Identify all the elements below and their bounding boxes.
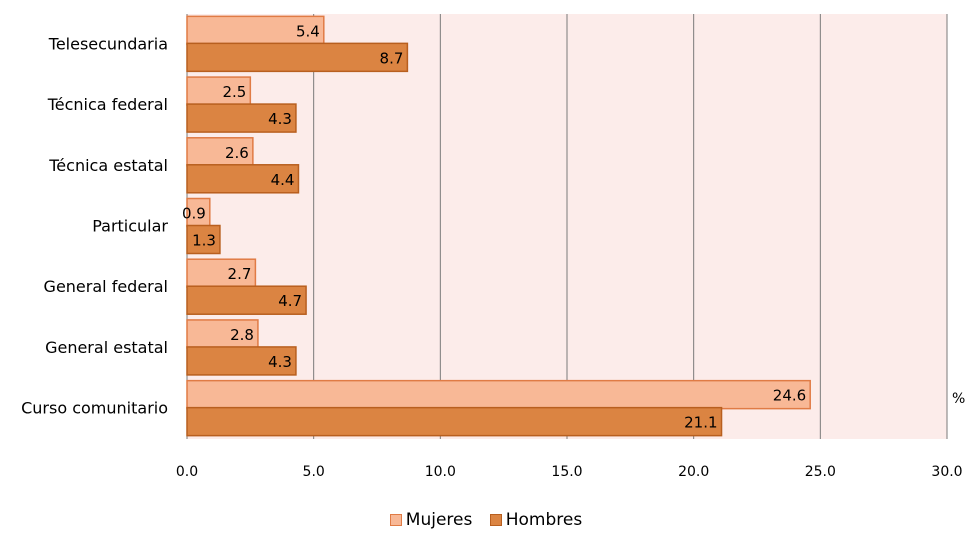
x-tick-label: 0.0 xyxy=(176,464,198,480)
bar-hombres xyxy=(186,42,409,73)
data-label-mujeres: 2.8 xyxy=(230,326,254,344)
data-label-mujeres: 24.6 xyxy=(773,387,806,405)
data-label-hombres: 4.4 xyxy=(271,171,295,189)
data-label-mujeres: 2.7 xyxy=(228,265,252,283)
data-label-hombres: 4.3 xyxy=(268,353,292,371)
data-label-hombres: 1.3 xyxy=(192,232,216,250)
data-label-hombres: 4.7 xyxy=(278,292,302,310)
category-label: General federal xyxy=(44,277,168,296)
x-tick-labels: 0.0 5.0 10.0 15.0 20.0 25.0 30.0 xyxy=(176,464,963,480)
x-tick-label: 5.0 xyxy=(303,464,325,480)
data-label-hombres: 4.3 xyxy=(268,110,292,128)
bar-hombres xyxy=(186,224,221,255)
bar-hombres xyxy=(186,346,297,376)
legend-item-hombres: Hombres xyxy=(489,510,583,530)
bar-mujeres xyxy=(186,15,325,46)
legend-label-hombres: Hombres xyxy=(505,510,583,530)
legend-item-mujeres: Mujeres xyxy=(389,510,473,530)
bar-mujeres xyxy=(186,137,254,167)
bar-mujeres xyxy=(186,258,257,288)
legend-swatch-mujeres xyxy=(389,514,402,526)
bar-mujeres xyxy=(186,379,811,410)
category-label: Particular xyxy=(92,217,168,236)
legend-label-mujeres: Mujeres xyxy=(405,510,473,530)
x-tick-label: 25.0 xyxy=(805,464,836,480)
x-tick-label: 30.0 xyxy=(931,464,962,480)
x-tick-label: 20.0 xyxy=(678,464,709,480)
category-label: Curso comunitario xyxy=(21,399,168,418)
bars: 5.4 8.7 2.5 4.3 2.6 4.4 0.9 1.3 2.7 4.7 2.8 4.3 24.6… xyxy=(182,15,811,437)
bar-hombres xyxy=(186,103,297,133)
bar-mujeres xyxy=(186,319,259,349)
data-label-mujeres: 2.5 xyxy=(222,83,246,101)
bar-hombres xyxy=(186,285,307,315)
unit-label: % xyxy=(952,391,965,407)
category-label: General estatal xyxy=(45,338,168,357)
x-tick-label: 10.0 xyxy=(425,464,456,480)
legend-swatch-hombres xyxy=(489,514,502,526)
data-label-mujeres: 2.6 xyxy=(225,144,249,162)
bar-hombres xyxy=(186,406,723,437)
data-label-mujeres: 0.9 xyxy=(182,205,206,223)
category-labels: Telesecundaria Técnica federal Técnica est… xyxy=(21,34,168,417)
x-tick-label: 15.0 xyxy=(551,464,582,480)
data-label-mujeres: 5.4 xyxy=(296,22,320,40)
category-label: Telesecundaria xyxy=(48,34,168,53)
legend: Mujeres Hombres xyxy=(0,510,972,531)
category-label: Técnica estatal xyxy=(48,156,168,175)
data-label-hombres: 21.1 xyxy=(684,414,717,432)
bar-chart: 5.4 8.7 2.5 4.3 2.6 4.4 0.9 1.3 2.7 4.7 2.8 4.3 24.6… xyxy=(21,14,965,480)
data-label-hombres: 8.7 xyxy=(380,49,404,67)
category-label: Técnica federal xyxy=(47,95,168,114)
bar-hombres xyxy=(186,164,300,194)
